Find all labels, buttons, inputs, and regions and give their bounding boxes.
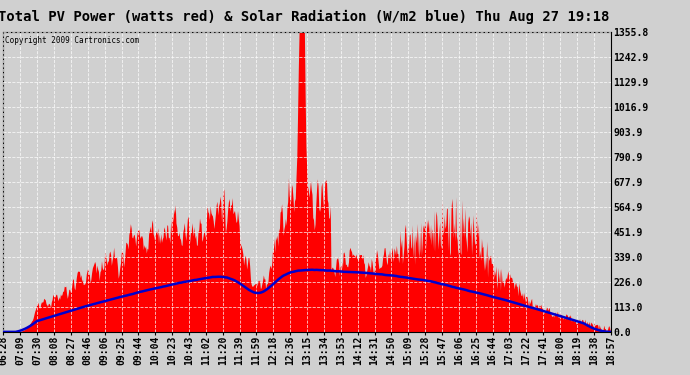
Text: Total PV Power (watts red) & Solar Radiation (W/m2 blue) Thu Aug 27 19:18: Total PV Power (watts red) & Solar Radia… <box>0 9 609 24</box>
Text: Copyright 2009 Cartronics.com: Copyright 2009 Cartronics.com <box>6 36 139 45</box>
